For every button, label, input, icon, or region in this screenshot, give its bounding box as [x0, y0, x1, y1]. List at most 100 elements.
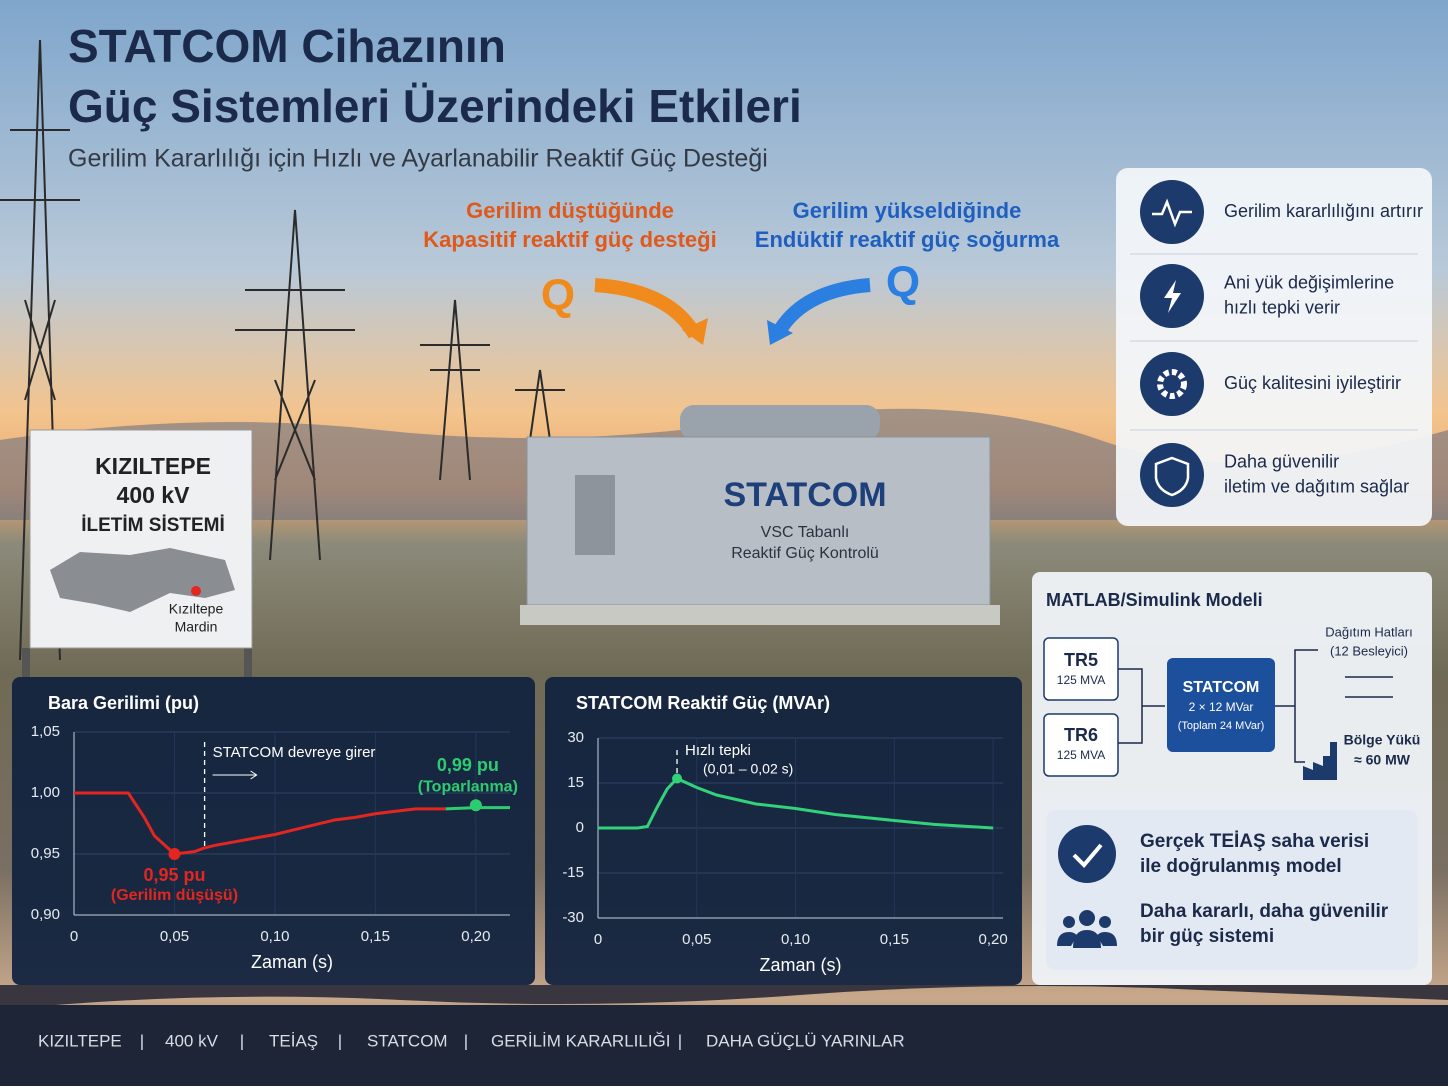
sign-board [29, 429, 253, 649]
map-label: Kızıltepe [169, 601, 224, 617]
statcom-text: (Toplam 24 MVar) [1178, 720, 1265, 732]
charts: Bara Gerilimi (pu) 0,90 0,95 1,00 1,05 0 0,05 0… [31, 693, 1008, 975]
model-title: MATLAB/Simulink Modeli [1046, 590, 1263, 610]
device-name: STATCOM [723, 476, 886, 514]
y-tick-label: 30 [567, 729, 584, 746]
benefit-text: Ani yük değişimlerine [1224, 272, 1394, 292]
people-icon [1057, 910, 1117, 948]
x-tick-label: 0,15 [361, 928, 390, 945]
x-tick-label: 0,05 [682, 931, 711, 948]
statcom-unit: STATCOM VSC Tabanlı Reaktif Güç Kontrolü [520, 405, 1000, 625]
x-tick-label: 0,15 [880, 931, 909, 948]
benefit-icons [1140, 180, 1204, 507]
tr-rating: 125 MVA [1057, 673, 1105, 687]
annotation-label: 0,95 pu [143, 865, 205, 885]
y-tick-label: 1,00 [31, 784, 60, 801]
benefit-text: Daha güvenilir [1224, 451, 1339, 471]
y-tick-label: -15 [562, 864, 584, 881]
sign-text: 400 kV [117, 482, 191, 508]
x-tick-label: 0,10 [781, 931, 810, 948]
tr-box [1043, 713, 1119, 777]
load-text: ≈ 60 MW [1354, 752, 1411, 768]
map-pin [191, 586, 201, 596]
title: Güç Sistemleri Üzerindeki Etkileri [68, 80, 802, 132]
tank [680, 405, 880, 440]
subtitle: Gerilim Kararlılığı için Hızlı ve Ayarla… [68, 145, 768, 173]
icon-shield [1154, 456, 1190, 497]
q-symbol: Q [886, 258, 920, 307]
device-text: VSC Tabanlı [761, 524, 850, 541]
x-tick-label: 0,05 [160, 928, 189, 945]
map-label: Mardin [175, 619, 218, 635]
statcom-box [1167, 658, 1275, 752]
chart-panel [545, 677, 1022, 985]
icon [1140, 352, 1204, 416]
sign-text: KIZILTEPE [95, 453, 211, 479]
icon [1140, 180, 1204, 244]
callout-text: Gerilim yükseldiğinde [793, 198, 1022, 223]
tr-rating: 125 MVA [1057, 748, 1105, 762]
annotation-label: 0,99 pu [437, 755, 499, 775]
dividers [1130, 253, 1418, 431]
distribution-text: (12 Besleyici) [1330, 643, 1408, 658]
line-series [74, 791, 446, 856]
conclusion-text: Daha kararlı, daha güvenilir [1140, 901, 1389, 922]
icon-bolt [1164, 280, 1181, 313]
device-text: Reaktif Güç Kontrolü [731, 545, 879, 562]
x-tick-label: 0,10 [260, 928, 289, 945]
check-mark [1072, 843, 1103, 868]
y-tick-label: 0 [576, 819, 584, 836]
benefit-text: iletim ve dağıtım sağlar [1224, 476, 1409, 496]
callout-text: Kapasitif reaktif güç desteği [423, 227, 716, 252]
x-tick-label: 0 [70, 928, 78, 945]
footer-sep: | [338, 1031, 342, 1050]
highlight-point [168, 848, 181, 860]
sign: KIZILTEPE 400 kV İLETİM SİSTEMİ Kızıltep… [22, 429, 253, 678]
x-tick-label: 0,20 [461, 928, 490, 945]
footer-item: STATCOM [367, 1031, 448, 1050]
towers [0, 39, 565, 661]
footer-sep: | [464, 1031, 468, 1050]
event-arrow [212, 770, 258, 780]
title: STATCOM Cihazının [68, 20, 506, 72]
tr-name: TR6 [1064, 725, 1098, 745]
x-axis-label: Zaman (s) [251, 952, 333, 972]
event-label: Hızlı tepki [685, 742, 751, 759]
sign-post [22, 648, 30, 678]
sign-text: İLETİM SİSTEMİ [81, 515, 225, 536]
highlight-point [469, 799, 482, 812]
footer-item: DAHA GÜÇLÜ YARINLAR [706, 1031, 905, 1050]
footer-item: GERİLİM KARARLILIĞI [491, 1031, 671, 1050]
foundation [520, 605, 1000, 625]
benefit-text: Gerilim kararlılığını artırır [1224, 201, 1423, 221]
vent [575, 475, 615, 555]
footer-band [0, 1005, 1448, 1086]
conclusion-box [1046, 810, 1418, 970]
y-tick-label: 1,05 [31, 723, 60, 740]
benefit-text: hızlı tepki verir [1224, 297, 1340, 317]
y-tick-label: -30 [562, 909, 584, 926]
annotation-note: (Toparlanma) [418, 778, 518, 795]
q-symbol: Q [541, 271, 575, 320]
peak-point [672, 773, 683, 784]
chart-title: Bara Gerilimi (pu) [48, 693, 199, 713]
check-icon [1058, 825, 1116, 883]
footer-item: KIZILTEPE [38, 1031, 122, 1050]
y-tick-label: 0,95 [31, 845, 60, 862]
chart-panel [12, 677, 535, 985]
x-tick-label: 0,20 [979, 931, 1008, 948]
map [50, 548, 235, 612]
arrow [594, 278, 702, 339]
icon [1140, 443, 1204, 507]
distribution-text: Dağıtım Hatları [1325, 624, 1412, 639]
x-tick-label: 0 [594, 931, 602, 948]
x-axis-label: Zaman (s) [759, 955, 841, 975]
footer-sep: | [140, 1031, 144, 1050]
statcom-text: 2 × 12 MVar [1189, 700, 1254, 714]
callouts: Gerilim düştüğünde Kapasitif reaktif güç… [423, 198, 1060, 320]
event-label: STATCOM devreye girer [213, 744, 376, 761]
benefit-text: Güç kalitesini iyileştirir [1224, 373, 1401, 393]
footer-item: TEİAŞ [269, 1031, 318, 1050]
